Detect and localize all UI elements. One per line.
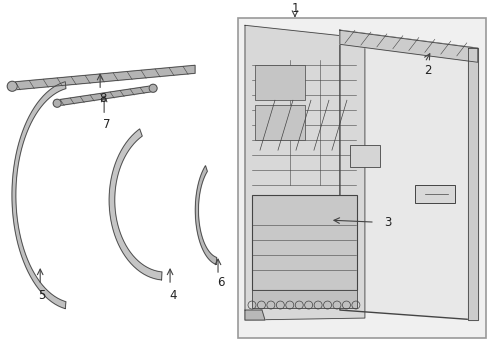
Text: 1: 1 [291,2,299,15]
Bar [252,290,357,308]
Polygon shape [196,166,217,264]
Bar [255,105,305,140]
Polygon shape [468,48,478,320]
Bar [350,145,380,167]
Text: 2: 2 [424,64,432,77]
Polygon shape [245,310,265,320]
Bar [252,195,357,290]
Text: 7: 7 [103,118,111,131]
Text: 5: 5 [39,289,46,302]
Circle shape [149,84,157,92]
Polygon shape [55,85,155,106]
Polygon shape [245,25,365,320]
Polygon shape [340,30,478,320]
Polygon shape [12,82,66,309]
Text: 4: 4 [170,289,177,302]
Circle shape [53,99,61,107]
Text: 3: 3 [384,216,392,229]
Polygon shape [10,65,195,90]
Bar [415,185,455,203]
Polygon shape [340,30,478,62]
Text: 8: 8 [99,92,107,105]
Circle shape [7,81,17,91]
Bar [238,18,486,338]
Polygon shape [109,129,162,280]
Bar [255,65,305,100]
Text: 6: 6 [217,275,225,289]
